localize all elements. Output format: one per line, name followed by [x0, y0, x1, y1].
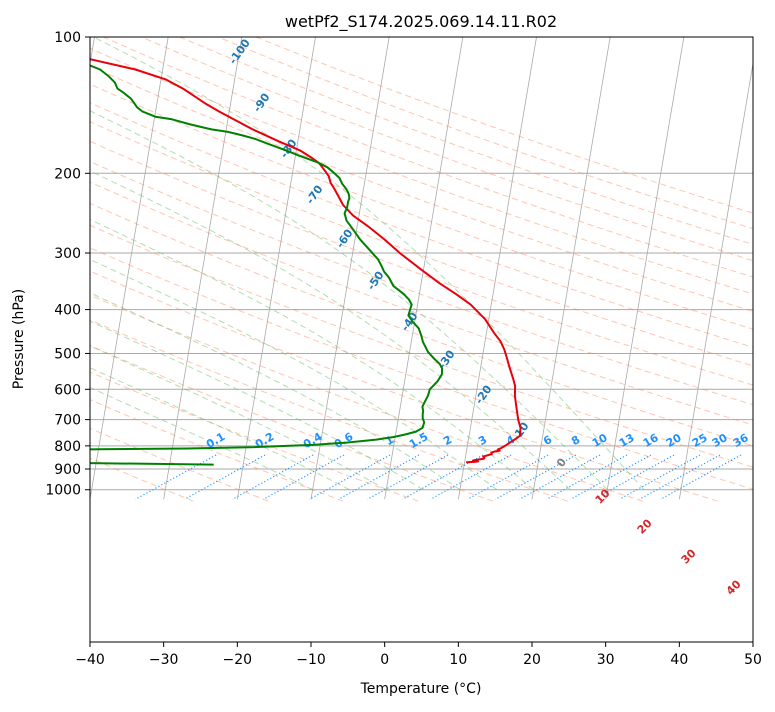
- x-tick-label: 20: [523, 652, 541, 668]
- chart-title: wetPf2_S174.2025.069.14.11.R02: [285, 12, 557, 32]
- x-tick-label: 10: [449, 652, 467, 668]
- y-tick-label: 300: [54, 246, 81, 262]
- x-axis-label: Temperature (°C): [360, 681, 482, 697]
- y-axis-label: Pressure (hPa): [11, 289, 27, 389]
- y-tick-label: 500: [54, 346, 81, 362]
- x-tick-label: −10: [296, 652, 326, 668]
- x-tick-label: 0: [380, 652, 389, 668]
- y-tick-label: 1000: [45, 483, 81, 499]
- x-tick-label: 50: [744, 652, 762, 668]
- x-tick-label: −30: [149, 652, 179, 668]
- y-tick-label: 100: [54, 30, 81, 46]
- y-tick-label: 800: [54, 439, 81, 455]
- x-tick-label: 40: [670, 652, 688, 668]
- x-tick-label: −20: [223, 652, 253, 668]
- y-tick-label: 700: [54, 413, 81, 429]
- x-tick-label: 30: [597, 652, 615, 668]
- y-tick-label: 400: [54, 303, 81, 319]
- x-tick-label: −40: [75, 652, 105, 668]
- y-tick-label: 900: [54, 462, 81, 478]
- y-tick-label: 200: [54, 166, 81, 182]
- y-tick-label: 600: [54, 382, 81, 398]
